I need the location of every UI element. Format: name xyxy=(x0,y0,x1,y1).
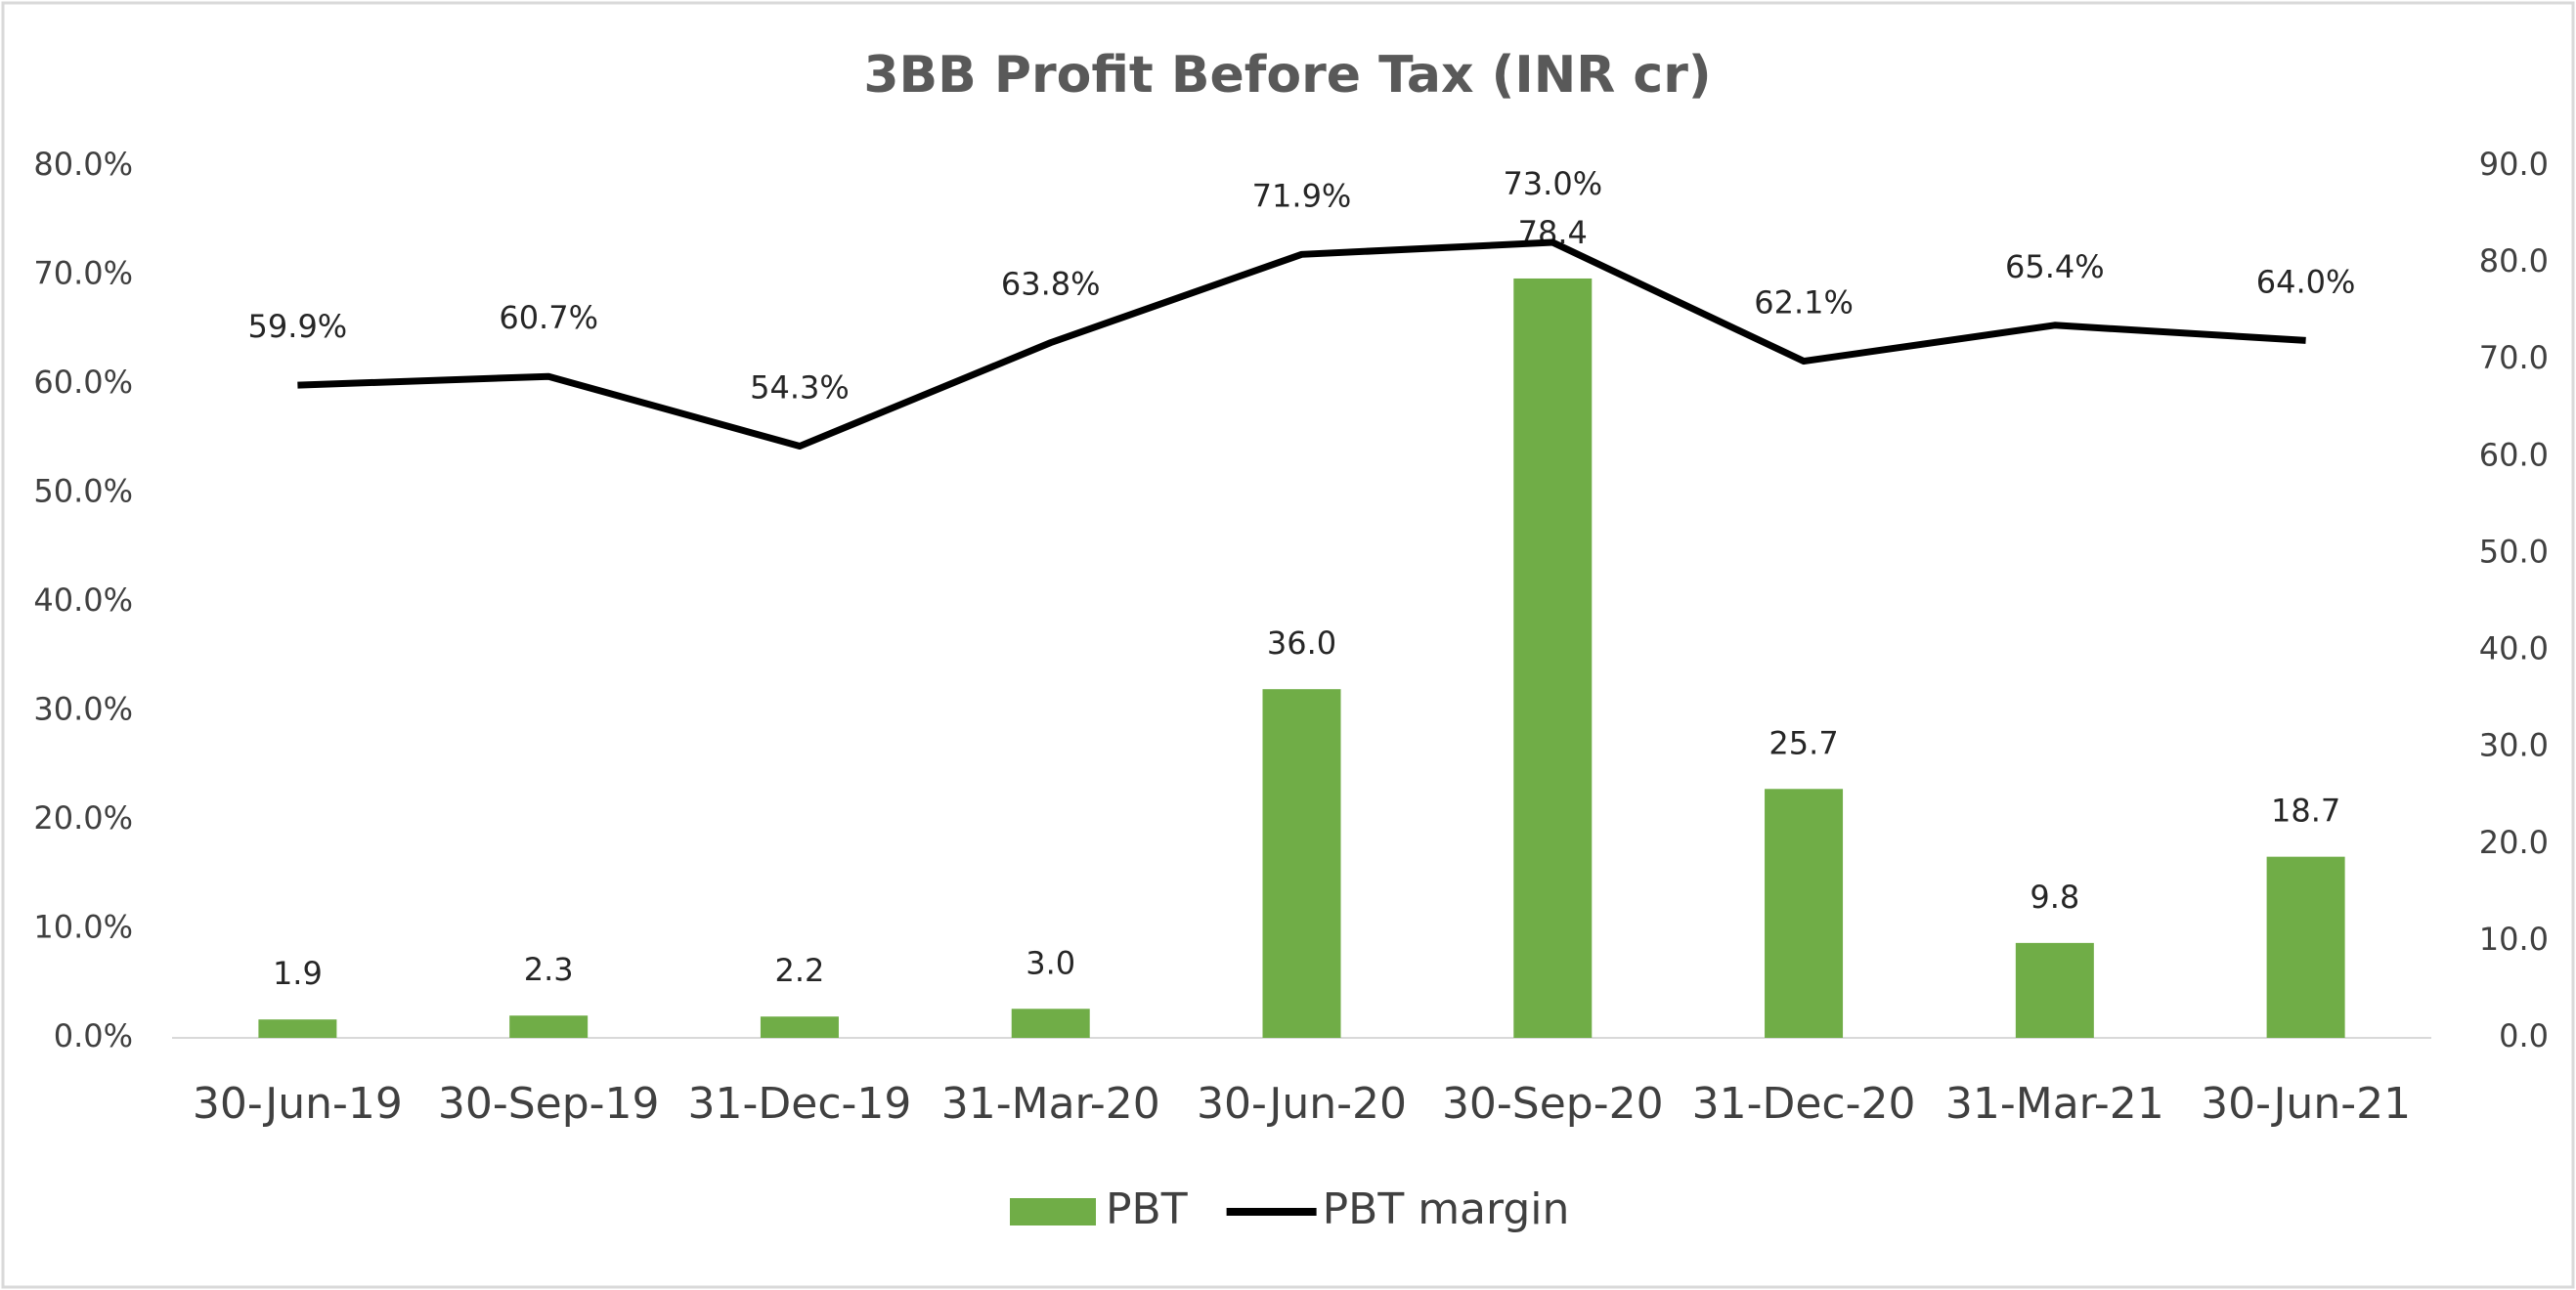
data-label: 73.0% xyxy=(1503,165,1602,202)
y2-tick-label: 40.0 xyxy=(2479,630,2549,667)
y-tick-label: 50.0% xyxy=(33,473,133,510)
data-label: 62.1% xyxy=(1754,284,1854,322)
y-tick-label: 40.0% xyxy=(33,581,133,619)
legend-swatch xyxy=(1010,1198,1096,1226)
x-tick-label: 31-Mar-20 xyxy=(941,1079,1160,1129)
y2-tick-label: 90.0 xyxy=(2479,146,2549,183)
data-label: 25.7 xyxy=(1768,724,1838,761)
bar xyxy=(509,1015,589,1038)
y-tick-label: 60.0% xyxy=(33,364,133,401)
data-label: 63.8% xyxy=(1001,266,1101,303)
data-label: 65.4% xyxy=(2005,248,2105,285)
data-label: 3.0 xyxy=(1026,944,1075,981)
data-label: 60.7% xyxy=(499,299,598,336)
x-tick-label: 30-Jun-19 xyxy=(193,1079,403,1129)
y2-tick-label: 10.0 xyxy=(2479,921,2549,958)
x-tick-label: 30-Jun-20 xyxy=(1197,1079,1407,1129)
legend-label: PBT xyxy=(1106,1184,1188,1234)
y-tick-label: 30.0% xyxy=(33,691,133,728)
data-label: 59.9% xyxy=(248,308,348,345)
y2-tick-label: 0.0 xyxy=(2499,1017,2549,1054)
y2-tick-label: 30.0 xyxy=(2479,727,2549,764)
chart-title: 3BB Profit Before Tax (INR cr) xyxy=(863,46,1711,105)
bar xyxy=(2266,856,2345,1038)
y2-tick-label: 50.0 xyxy=(2479,533,2549,570)
y-tick-label: 10.0% xyxy=(33,909,133,946)
y-tick-label: 80.0% xyxy=(33,146,133,183)
data-label: 2.2 xyxy=(774,952,824,989)
bar xyxy=(2015,942,2094,1038)
x-tick-label: 30-Jun-21 xyxy=(2201,1079,2411,1129)
bar xyxy=(1765,789,1844,1038)
data-label: 1.9 xyxy=(273,955,323,992)
legend-label: PBT margin xyxy=(1323,1184,1570,1234)
y2-tick-label: 80.0 xyxy=(2479,242,2549,280)
x-tick-label: 31-Dec-19 xyxy=(688,1079,912,1129)
bar xyxy=(258,1019,337,1038)
data-label: 18.7 xyxy=(2271,793,2340,830)
bar xyxy=(1262,689,1341,1038)
line xyxy=(297,238,2306,451)
bar xyxy=(1513,278,1593,1039)
y-tick-label: 20.0% xyxy=(33,799,133,837)
y2-tick-label: 70.0 xyxy=(2479,339,2549,376)
x-tick-label: 30-Sep-19 xyxy=(438,1079,660,1129)
data-label: 2.3 xyxy=(524,951,574,988)
x-tick-label: 31-Dec-20 xyxy=(1692,1079,1916,1129)
y2-tick-label: 60.0 xyxy=(2479,436,2549,473)
data-label: 36.0 xyxy=(1267,624,1336,662)
x-tick-label: 30-Sep-20 xyxy=(1442,1079,1664,1129)
y2-tick-label: 20.0 xyxy=(2479,824,2549,861)
y-tick-label: 0.0% xyxy=(54,1017,133,1054)
bar xyxy=(1011,1009,1090,1038)
data-label: 71.9% xyxy=(1252,177,1352,214)
data-label: 64.0% xyxy=(2256,263,2356,300)
data-label: 54.3% xyxy=(750,369,850,407)
y-tick-label: 70.0% xyxy=(33,255,133,292)
bar xyxy=(760,1016,839,1038)
x-tick-label: 31-Mar-21 xyxy=(1945,1079,2164,1129)
data-label: 9.8 xyxy=(2030,879,2079,916)
